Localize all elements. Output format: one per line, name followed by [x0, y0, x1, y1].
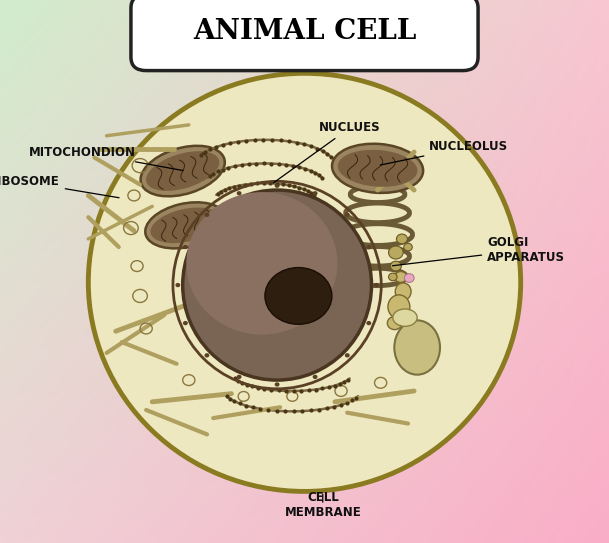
Ellipse shape [146, 203, 226, 248]
Ellipse shape [183, 190, 371, 380]
Ellipse shape [265, 268, 332, 324]
Ellipse shape [150, 207, 221, 243]
Ellipse shape [205, 353, 209, 357]
Ellipse shape [404, 274, 414, 282]
Ellipse shape [374, 283, 379, 287]
Ellipse shape [395, 283, 411, 300]
Text: NUCLEOLUS: NUCLEOLUS [380, 140, 509, 165]
Ellipse shape [332, 144, 423, 193]
Ellipse shape [312, 191, 317, 195]
Ellipse shape [146, 151, 219, 191]
Ellipse shape [205, 213, 209, 217]
Ellipse shape [186, 192, 337, 334]
Ellipse shape [345, 213, 350, 217]
Ellipse shape [183, 321, 188, 325]
Text: ANIMAL CELL: ANIMAL CELL [193, 18, 416, 45]
Ellipse shape [387, 317, 402, 330]
Text: NUCLUES: NUCLUES [273, 121, 381, 183]
Ellipse shape [390, 261, 401, 271]
Ellipse shape [404, 243, 412, 251]
Ellipse shape [237, 375, 242, 379]
Text: GOLGI
APPARATUS: GOLGI APPARATUS [393, 236, 565, 266]
Ellipse shape [395, 320, 440, 375]
Ellipse shape [345, 353, 350, 357]
Text: CELL
MEMBRANE: CELL MEMBRANE [284, 491, 361, 519]
Ellipse shape [389, 273, 397, 281]
FancyBboxPatch shape [131, 0, 478, 71]
Text: MITOCHONDION: MITOCHONDION [29, 146, 183, 171]
Ellipse shape [275, 382, 280, 387]
Ellipse shape [396, 234, 407, 244]
Ellipse shape [237, 191, 242, 195]
Ellipse shape [275, 184, 280, 188]
Ellipse shape [183, 245, 188, 249]
Ellipse shape [175, 283, 180, 287]
Ellipse shape [312, 375, 317, 379]
Ellipse shape [207, 274, 213, 280]
Ellipse shape [393, 309, 417, 326]
Ellipse shape [395, 272, 407, 282]
Ellipse shape [141, 146, 225, 197]
Ellipse shape [367, 245, 371, 249]
Text: RIBOSOME: RIBOSOME [0, 175, 119, 198]
Ellipse shape [207, 242, 213, 247]
Ellipse shape [338, 150, 417, 187]
Ellipse shape [367, 321, 371, 325]
Ellipse shape [389, 246, 403, 259]
Ellipse shape [88, 73, 521, 491]
Ellipse shape [388, 295, 410, 319]
